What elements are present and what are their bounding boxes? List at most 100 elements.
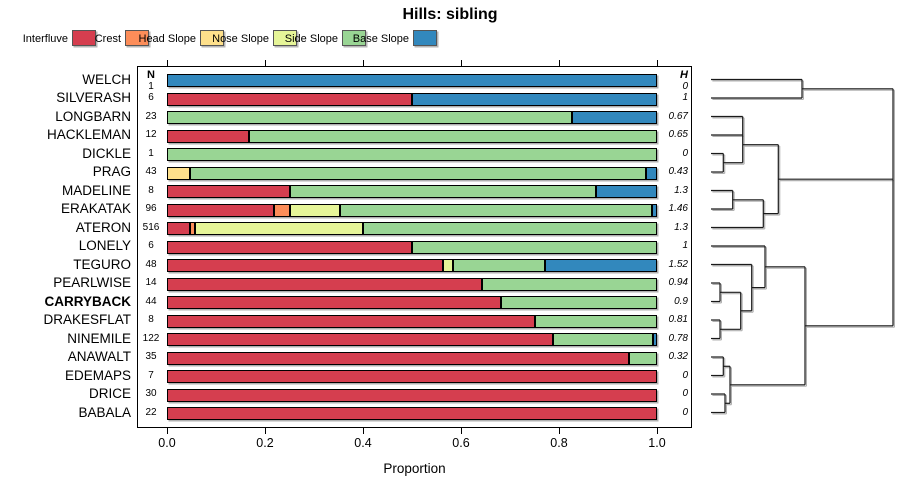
bar-segment xyxy=(167,351,629,365)
n-value: 6 xyxy=(148,240,154,252)
n-value: 48 xyxy=(145,258,157,270)
top-tick xyxy=(657,60,658,66)
bar-segment xyxy=(167,388,657,402)
row-label: WELCH xyxy=(82,71,131,87)
bar-segment xyxy=(596,185,657,199)
bar-row xyxy=(167,388,657,402)
row-label: LONELY xyxy=(78,238,131,254)
bar-segment xyxy=(167,203,274,217)
h-value: 0.65 xyxy=(668,129,688,141)
row-label: LONGBARN xyxy=(55,108,131,124)
bar-segment xyxy=(572,111,657,125)
bar-segment xyxy=(501,296,657,310)
row-label: PEARLWISE xyxy=(53,275,131,291)
bar-segment xyxy=(167,333,553,347)
bar-segment xyxy=(167,407,657,421)
bar-segment xyxy=(167,314,535,328)
legend-swatch xyxy=(273,30,297,46)
row-label: DICKLE xyxy=(82,145,131,161)
n-value: 44 xyxy=(145,295,157,307)
row-label: DRICE xyxy=(88,386,131,402)
bar-row xyxy=(167,296,657,310)
bar-row xyxy=(167,351,657,365)
n-value: 12 xyxy=(145,129,157,141)
n-value: 122 xyxy=(142,332,160,344)
bar-segment xyxy=(646,166,657,180)
n-value: 6 xyxy=(148,92,154,104)
row-label: SILVERASH xyxy=(56,90,131,106)
bar-row xyxy=(167,333,657,347)
bar-segment xyxy=(190,222,195,236)
legend-label: Crest xyxy=(94,33,121,45)
h-value: 0 xyxy=(682,80,688,92)
bar-row xyxy=(167,222,657,236)
top-tick xyxy=(167,60,168,66)
legend-label: Base Slope xyxy=(352,33,409,45)
bar-row xyxy=(167,92,657,106)
h-value: 0.81 xyxy=(668,314,688,326)
h-value: 0 xyxy=(682,147,688,159)
bar-segment xyxy=(290,203,340,217)
bar-segment xyxy=(482,277,657,291)
bar-segment xyxy=(412,240,657,254)
h-value: 1 xyxy=(682,92,688,104)
row-label: TEGURO xyxy=(73,256,131,272)
legend-label: Interfluve xyxy=(22,33,68,45)
row-label: MADELINE xyxy=(61,182,131,198)
bar-segment xyxy=(167,92,412,106)
n-value: 22 xyxy=(145,406,157,418)
bar-segment xyxy=(167,370,657,384)
top-tick xyxy=(363,60,364,66)
n-value: 14 xyxy=(145,277,157,289)
bar-segment xyxy=(167,129,249,143)
h-value: 0.43 xyxy=(668,166,688,178)
bar-segment xyxy=(652,203,657,217)
legend-swatch xyxy=(342,30,366,46)
h-value: 1 xyxy=(682,240,688,252)
legend-label: Head Slope xyxy=(138,33,197,45)
x-axis-tick-label: 0.4 xyxy=(354,436,372,450)
row-label: ANAWALT xyxy=(67,349,131,365)
bar-segment xyxy=(167,296,501,310)
legend-swatch xyxy=(125,30,149,46)
h-value: 1.46 xyxy=(668,203,688,215)
n-value: 7 xyxy=(148,369,154,381)
bar-segment xyxy=(453,259,545,273)
n-value: 516 xyxy=(142,221,160,233)
top-tick xyxy=(265,60,266,66)
n-value: 1 xyxy=(148,147,154,159)
x-axis-tick xyxy=(167,428,168,434)
bar-row xyxy=(167,370,657,384)
bar-row xyxy=(167,148,657,162)
legend-swatch xyxy=(72,30,96,46)
bar-row xyxy=(167,129,657,143)
bar-row xyxy=(167,74,657,87)
bar-segment xyxy=(629,351,657,365)
bar-row xyxy=(167,185,657,199)
bar-row xyxy=(167,314,657,328)
x-axis-tick-label: 1.0 xyxy=(648,436,666,450)
n-value: 43 xyxy=(145,166,157,178)
bar-row xyxy=(167,203,657,217)
bar-segment xyxy=(290,185,596,199)
h-value: 1.3 xyxy=(674,184,688,196)
bar-segment xyxy=(274,203,290,217)
bar-row xyxy=(167,240,657,254)
row-label: EDEMAPS xyxy=(64,367,131,383)
row-label: NINEMILE xyxy=(67,330,131,346)
n-value: 1 xyxy=(148,80,154,92)
bar-segment xyxy=(363,222,657,236)
x-axis-tick xyxy=(363,428,364,434)
top-tick xyxy=(461,60,462,66)
bar-segment xyxy=(553,333,653,347)
bar-segment xyxy=(167,148,657,162)
bar-segment xyxy=(195,222,363,236)
h-value: 0 xyxy=(682,406,688,418)
bar-row xyxy=(167,259,657,273)
n-value: 8 xyxy=(148,184,154,196)
row-label: BABALA xyxy=(78,404,131,420)
bar-row xyxy=(167,407,657,421)
h-value: 0.94 xyxy=(668,277,688,289)
